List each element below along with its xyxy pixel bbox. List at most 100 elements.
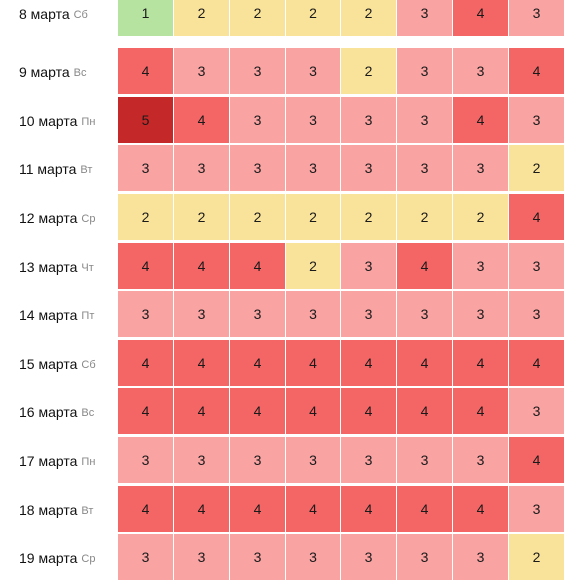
value-cell: 2 <box>230 0 286 37</box>
value-cell: 3 <box>397 0 453 37</box>
value-cell: 3 <box>286 291 341 338</box>
value-cell: 3 <box>397 145 453 192</box>
value-cell: 2 <box>286 194 341 241</box>
value-cell: 2 <box>397 194 453 241</box>
value-cell: 3 <box>118 145 174 192</box>
value-cell: 3 <box>453 48 509 95</box>
value-cell: 4 <box>118 388 174 435</box>
date-label: 18 марта <box>19 502 78 518</box>
value-cell: 4 <box>453 486 509 533</box>
value-cell: 4 <box>397 340 453 387</box>
value-cell: 4 <box>286 388 341 435</box>
row-label: 14 марта Пт <box>0 291 117 339</box>
value-cell: 4 <box>509 48 565 95</box>
value-cell: 2 <box>341 194 397 241</box>
value-cell: 2 <box>509 145 565 192</box>
weekday-label: Пн <box>81 456 96 468</box>
value-cell: 4 <box>341 486 397 533</box>
value-cell: 3 <box>397 437 453 484</box>
value-cell: 3 <box>118 534 174 581</box>
weekday-label: Вс <box>81 407 95 419</box>
table-row: 19 марта Ср 3 3 3 3 3 3 3 2 <box>0 534 570 582</box>
date-label: 19 марта <box>19 550 78 566</box>
row-label: 8 марта Сб <box>0 0 117 38</box>
value-cell: 3 <box>174 48 230 95</box>
weekday-label: Вт <box>80 164 93 176</box>
date-label: 15 марта <box>19 356 78 372</box>
weekday-label: Вс <box>73 67 87 79</box>
value-cell: 3 <box>341 145 397 192</box>
date-label: 14 марта <box>19 307 78 323</box>
value-cell: 3 <box>509 0 565 37</box>
value-cell: 3 <box>230 48 286 95</box>
value-cell: 2 <box>118 194 174 241</box>
value-cell: 2 <box>341 48 397 95</box>
table-row: 10 марта Пн 5 4 3 3 3 3 4 3 <box>0 97 570 145</box>
value-cell: 4 <box>509 340 565 387</box>
value-cell: 3 <box>286 145 341 192</box>
value-cell: 4 <box>118 48 174 95</box>
value-cell: 3 <box>230 97 286 144</box>
weekday-label: Пн <box>81 116 96 128</box>
value-cell: 4 <box>341 340 397 387</box>
value-cell: 3 <box>230 291 286 338</box>
row-label: 11 марта Вт <box>0 145 117 193</box>
weekday-label: Ср <box>81 553 96 565</box>
row-label: 18 марта Вт <box>0 486 117 534</box>
weekday-label: Пт <box>81 310 95 322</box>
value-cell: 3 <box>397 97 453 144</box>
value-cell: 3 <box>453 534 509 581</box>
value-cell: 3 <box>341 97 397 144</box>
row-label: 17 марта Пн <box>0 437 117 485</box>
value-cell: 3 <box>341 291 397 338</box>
weekday-label: Сб <box>73 9 88 21</box>
value-cell: 4 <box>230 340 286 387</box>
value-cell: 3 <box>453 291 509 338</box>
value-cell: 4 <box>453 388 509 435</box>
value-cell: 4 <box>174 97 230 144</box>
table-row: 18 марта Вт 4 4 4 4 4 4 4 3 <box>0 486 570 534</box>
value-cell: 3 <box>509 97 565 144</box>
value-cell: 3 <box>397 291 453 338</box>
value-cell: 4 <box>174 388 230 435</box>
weekday-label: Вт <box>81 505 94 517</box>
weekday-label: Сб <box>81 359 96 371</box>
table-row: 15 марта Сб 4 4 4 4 4 4 4 4 <box>0 340 570 388</box>
date-label: 13 марта <box>19 259 78 275</box>
date-label: 9 марта <box>19 64 70 80</box>
value-cell: 2 <box>230 194 286 241</box>
value-cell: 4 <box>286 340 341 387</box>
value-cell: 4 <box>118 243 174 290</box>
value-cell: 3 <box>286 48 341 95</box>
row-label: 10 марта Пн <box>0 97 117 145</box>
value-cell: 4 <box>509 437 565 484</box>
value-cell: 4 <box>118 486 174 533</box>
value-cell: 3 <box>453 437 509 484</box>
table-row: 9 марта Вс 4 3 3 3 2 3 3 4 <box>0 48 570 96</box>
value-cell: 3 <box>509 486 565 533</box>
value-cell: 4 <box>174 243 230 290</box>
value-cell: 4 <box>341 388 397 435</box>
date-label: 17 марта <box>19 453 78 469</box>
value-cell: 3 <box>397 534 453 581</box>
row-label: 9 марта Вс <box>0 48 117 96</box>
value-cell: 3 <box>118 437 174 484</box>
value-cell: 4 <box>174 340 230 387</box>
value-cell: 3 <box>174 534 230 581</box>
value-cell: 3 <box>509 388 565 435</box>
table-row: 14 марта Пт 3 3 3 3 3 3 3 3 <box>0 291 570 339</box>
table-row: 8 марта Сб 1 2 2 2 2 3 4 3 <box>0 0 570 38</box>
date-label: 12 марта <box>19 210 78 226</box>
row-label: 19 марта Ср <box>0 534 117 582</box>
row-label: 15 марта Сб <box>0 340 117 388</box>
value-cell: 3 <box>174 437 230 484</box>
value-cell: 3 <box>118 291 174 338</box>
value-cell: 3 <box>509 291 565 338</box>
value-cell: 3 <box>286 437 341 484</box>
value-cell: 3 <box>174 291 230 338</box>
value-cell: 3 <box>341 243 397 290</box>
date-label: 11 марта <box>19 161 77 177</box>
value-cell: 4 <box>286 486 341 533</box>
value-cell: 4 <box>397 388 453 435</box>
